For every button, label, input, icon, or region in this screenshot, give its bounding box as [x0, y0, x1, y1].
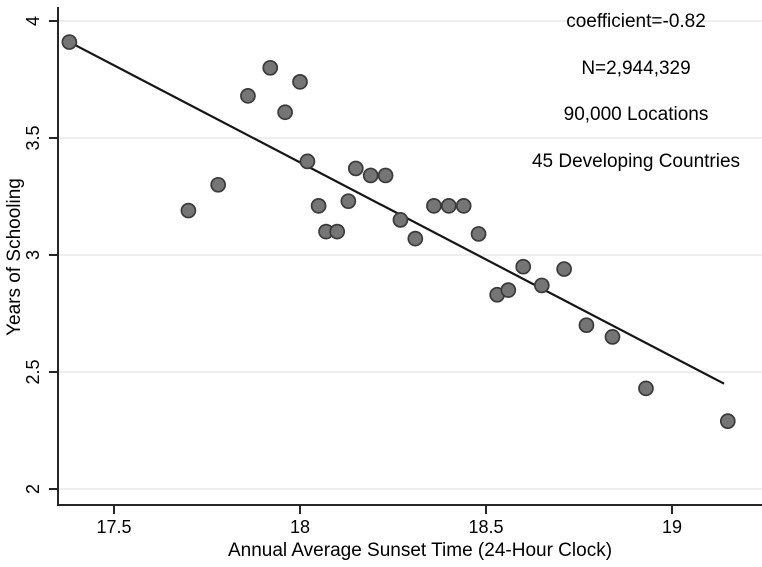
scatter-point: [299, 153, 316, 170]
x-tick-label: 18.5: [468, 517, 503, 537]
scatter-point: [262, 59, 279, 76]
scatter-point: [500, 282, 517, 298]
scatter-point: [362, 167, 379, 184]
fit-line: [68, 41, 725, 385]
scatter-point: [61, 34, 78, 50]
scatter-point: [426, 198, 442, 214]
scatter-point: [604, 329, 621, 345]
annotation-sample-size: N=2,944,329: [581, 58, 691, 79]
y-axis-title: Years of Schooling: [4, 178, 25, 336]
scatter-point: [377, 167, 394, 184]
x-axis-title: Annual Average Sunset Time (24-Hour Cloc…: [227, 540, 613, 561]
scatter-point: [470, 226, 487, 242]
scatter-point: [210, 176, 227, 193]
scatter-point: [455, 198, 472, 214]
y-tick-label: 2: [23, 484, 43, 494]
scatter-point: [347, 160, 364, 177]
x-tick-label: 19: [662, 517, 682, 537]
y-tick-label: 4: [23, 16, 43, 26]
annotation-locations: 90,000 Locations: [563, 104, 709, 125]
scatter-point: [292, 73, 308, 90]
y-tick-label: 3: [23, 250, 43, 260]
scatter-point: [240, 88, 256, 104]
scatter-point: [638, 380, 654, 397]
x-tick-label: 17.5: [96, 517, 131, 537]
scatter-point: [440, 198, 457, 214]
scatter-point: [310, 198, 327, 214]
y-tick-label: 3.5: [23, 125, 43, 150]
scatter-point: [180, 202, 197, 219]
annotation-countries: 45 Developing Countries: [531, 151, 741, 172]
scatter-point: [515, 258, 532, 275]
scatter-point: [407, 230, 424, 247]
scatter-point: [277, 104, 293, 121]
scatter-point: [578, 317, 595, 334]
x-tick-label: 18: [290, 517, 310, 537]
annotation-coefficient: coefficient=-0.82: [566, 11, 706, 32]
scatter-point: [533, 277, 550, 294]
scatter-point: [392, 212, 409, 228]
y-tick-label: 2.5: [23, 359, 43, 384]
scatter-point: [329, 223, 346, 240]
scatter-point: [556, 261, 572, 277]
scatter-point: [719, 413, 736, 429]
scatter-point: [340, 193, 357, 210]
